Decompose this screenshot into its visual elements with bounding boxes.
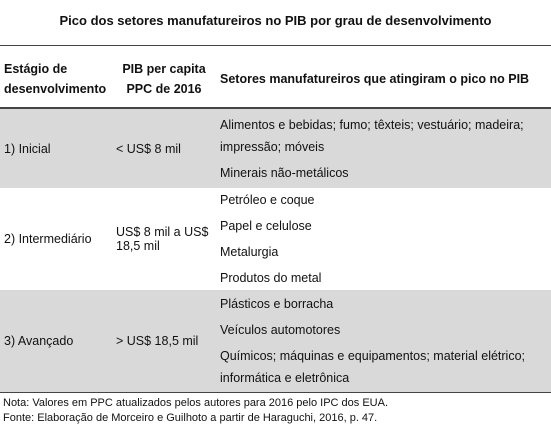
header-cell: Estágio de desenvolvimento — [4, 62, 107, 96]
sector-item: Petróleo e coque — [220, 193, 315, 207]
title: Pico dos setores manufatureiros no PIB p… — [59, 13, 492, 28]
gdp-cell: > US$ 18,5 mil — [116, 334, 199, 348]
sector-item: Químicos; máquinas e equipamentos; mater… — [220, 349, 526, 385]
gdp-cell: < US$ 8 mil — [116, 141, 181, 156]
sector-item: Veículos automotores — [220, 323, 341, 337]
sector-item: Metalurgia — [220, 245, 279, 259]
sectors-cell: Petróleo e coque Papel e celulose Metalurg… — [212, 188, 551, 290]
rule — [0, 45, 551, 46]
sector-item: Produtos do metal — [220, 271, 322, 285]
sector-item: Papel e celulose — [220, 219, 312, 233]
header-row: Estágio de desenvolvimento PIB per capit… — [0, 52, 551, 106]
table-row: 1) Inicial < US$ 8 mil Alimentos e bebidas… — [0, 109, 551, 188]
rule — [0, 392, 551, 393]
stage-cell: 2) Intermediário — [4, 232, 92, 246]
sectors-cell: Plásticos e borracha Veículos automotores… — [212, 290, 551, 392]
header-cell: PIB per capita PPC de 2016 — [122, 62, 206, 96]
sectors-cell: Alimentos e bebidas; fumo; têxteis; vest… — [212, 109, 551, 188]
sector-item: Minerais não-metálicos — [220, 165, 349, 180]
stage-cell: 1) Inicial — [4, 141, 51, 156]
gdp-cell: US$ 8 mil a US$ 18,5 mil — [116, 225, 209, 253]
table-row: 2) Intermediário US$ 8 mil a US$ 18,5 mil… — [0, 188, 551, 290]
header-cell: Setores manufatureiros que atingiram o p… — [220, 72, 530, 86]
notes: Nota: Valores em PPC atualizados pelos a… — [3, 396, 388, 426]
rule — [0, 107, 551, 109]
sector-item: Alimentos e bebidas; fumo; têxteis; vest… — [220, 117, 524, 154]
sector-item: Plásticos e borracha — [220, 297, 334, 311]
table-row: 3) Avançado > US$ 18,5 mil Plásticos e bor… — [0, 290, 551, 392]
stage-cell: 3) Avançado — [4, 334, 74, 348]
note: Fonte: Elaboração de Morceiro e Guilhoto… — [3, 412, 378, 424]
note: Nota: Valores em PPC atualizados pelos a… — [3, 397, 389, 409]
